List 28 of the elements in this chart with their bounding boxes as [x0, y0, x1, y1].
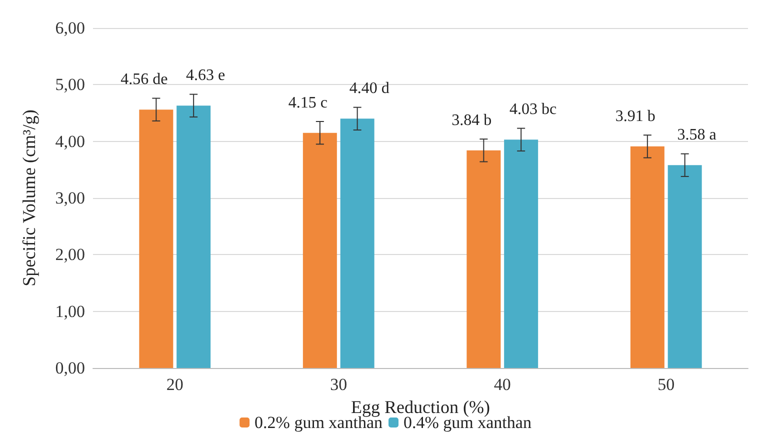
- data-label: 4.15 c: [288, 94, 328, 112]
- bar: [466, 150, 501, 368]
- data-label: 4.03 bc: [510, 101, 557, 118]
- data-label: 4.40 d: [349, 80, 390, 98]
- bar: [340, 118, 374, 368]
- y-tick-label: 5,00: [55, 75, 85, 94]
- y-axis-title: Specific Volume (cm³/g): [19, 110, 39, 286]
- bar: [668, 165, 702, 368]
- y-tick-label: 3,00: [55, 188, 85, 208]
- data-label: 3.84 b: [452, 112, 492, 129]
- x-tick-label: 30: [330, 375, 348, 394]
- x-tick-label: 20: [166, 375, 184, 394]
- y-tick-label: 2,00: [55, 245, 85, 264]
- y-tick-label: 4,00: [55, 132, 85, 151]
- data-label: 3.91 b: [615, 108, 656, 125]
- bar: [504, 140, 538, 368]
- data-label: 4.56 de: [120, 71, 168, 88]
- bar: [302, 132, 337, 368]
- bar: [630, 146, 664, 368]
- y-tick-label: 1,00: [55, 302, 85, 321]
- bar: [139, 110, 174, 368]
- data-label: 3.58 a: [677, 126, 716, 144]
- x-tick-label: 50: [658, 375, 675, 394]
- y-tick-label: 6,00: [55, 18, 85, 38]
- x-tick-label: 40: [494, 375, 511, 394]
- y-tick-label: 0,00: [55, 358, 85, 378]
- bar: [176, 106, 211, 368]
- data-label: 4.63 e: [186, 67, 226, 84]
